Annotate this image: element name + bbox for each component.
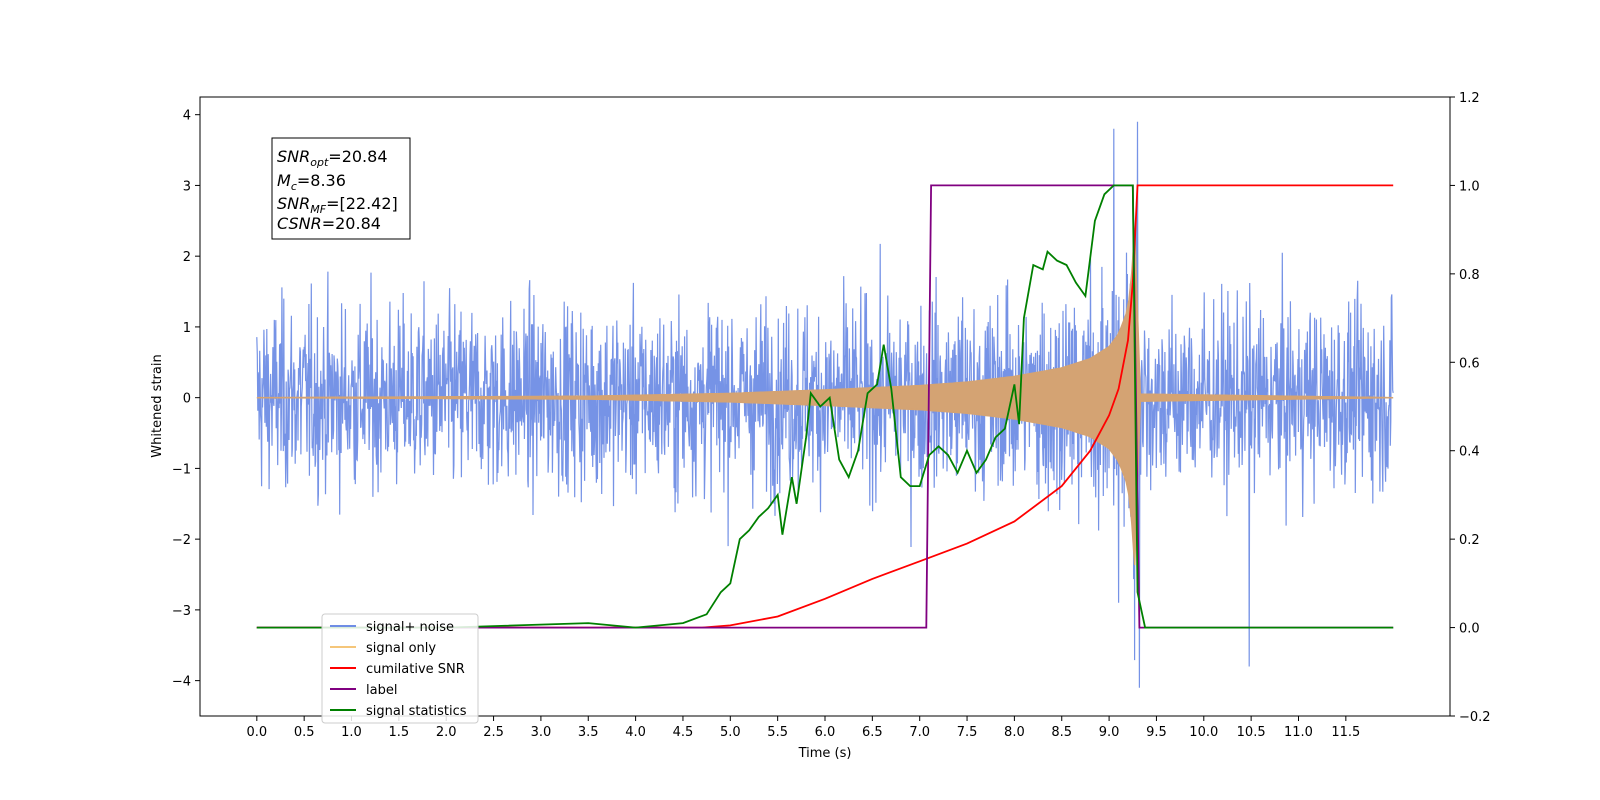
x-tick-label: 9.5 — [1146, 725, 1167, 740]
info-snr-mf: SNRMF=[22.42] — [277, 194, 398, 216]
y2-tick-label: 0.8 — [1459, 268, 1480, 283]
x-tick-label: 9.0 — [1099, 725, 1120, 740]
x-axis: 0.0 0.5 1.0 1.5 2.0 2.5 3.0 3.5 4.0 4.5 5.0 5.5 6.0 6… — [246, 716, 1360, 740]
legend-label-signal-only: signal only — [366, 641, 436, 656]
x-tick-label: 2.5 — [483, 725, 504, 740]
x-tick-label: 11.0 — [1284, 725, 1313, 740]
series-signal-statistics — [256, 184, 1394, 629]
series-signal-noise — [256, 121, 1394, 688]
x-tick-label: 0.5 — [294, 725, 315, 740]
x-tick-label: 8.0 — [1004, 725, 1025, 740]
y-axis: 4 3 2 1 0 −1 −2 −3 −4 — [172, 109, 200, 690]
y2-tick-label: 1.2 — [1459, 91, 1480, 106]
y-axis-label: Whitened strain — [150, 354, 165, 457]
legend-frame — [321, 613, 479, 724]
info-snr-opt: SNRopt=20.84 — [277, 147, 388, 169]
y2-axis: 1.2 1.0 0.8 0.6 0.4 0.2 0.0 −0.2 — [1450, 91, 1491, 725]
series-signal-only — [256, 230, 1394, 566]
x-tick-label: 7.5 — [957, 725, 978, 740]
x-tick-label: 4.0 — [625, 725, 646, 740]
x-tick-label: 10.5 — [1237, 725, 1266, 740]
x-tick-label: 7.0 — [909, 725, 930, 740]
x-tick-label: 1.5 — [389, 725, 410, 740]
info-box: SNRopt=20.84 Mc=8.36 SNRMF=[22.42] CSNR=… — [271, 137, 411, 240]
y2-tick-label: 0.0 — [1459, 622, 1480, 637]
x-axis-label: Time (s) — [798, 746, 852, 761]
y2-tick-label: 0.6 — [1459, 356, 1480, 371]
x-tick-label: 6.0 — [815, 725, 836, 740]
legend: signal+ noise signal only cumilative SNR la… — [321, 613, 479, 724]
x-tick-label: 8.5 — [1051, 725, 1072, 740]
x-tick-label: 6.5 — [862, 725, 883, 740]
y-tick-label: 0 — [183, 392, 191, 407]
x-tick-label: 5.0 — [720, 725, 741, 740]
series-cumilative-snr — [256, 184, 1394, 629]
y-tick-label: 2 — [183, 250, 191, 265]
y-tick-label: −1 — [172, 462, 191, 477]
x-tick-label: 0.0 — [246, 725, 267, 740]
plot-area — [256, 121, 1394, 688]
y-tick-label: −2 — [172, 533, 191, 548]
x-tick-label: 10.0 — [1189, 725, 1218, 740]
y-tick-label: 3 — [183, 179, 191, 194]
info-box-frame — [271, 137, 411, 240]
legend-label-signal-statistics: signal statistics — [366, 704, 467, 719]
legend-label-signal-noise: signal+ noise — [366, 620, 454, 635]
x-tick-label: 1.0 — [341, 725, 362, 740]
y-tick-label: 1 — [183, 321, 191, 336]
x-tick-label: 4.5 — [673, 725, 694, 740]
y2-tick-label: −0.2 — [1459, 710, 1491, 725]
y2-tick-label: 0.4 — [1459, 445, 1480, 460]
x-tick-label: 11.5 — [1331, 725, 1360, 740]
y-tick-label: −3 — [172, 604, 191, 619]
legend-label-cumilative-snr: cumilative SNR — [366, 662, 465, 677]
x-tick-label: 3.5 — [578, 725, 599, 740]
x-tick-label: 3.0 — [531, 725, 552, 740]
y-tick-label: −4 — [172, 675, 191, 690]
y-tick-label: 4 — [183, 109, 191, 124]
x-tick-label: 2.0 — [436, 725, 457, 740]
info-csnr: CSNR=20.84 — [277, 214, 381, 233]
x-tick-label: 5.5 — [767, 725, 788, 740]
info-mc: Mc=8.36 — [277, 171, 346, 193]
y2-tick-label: 1.0 — [1459, 179, 1480, 194]
y2-tick-label: 0.2 — [1459, 533, 1480, 548]
legend-label-label: label — [366, 683, 397, 698]
